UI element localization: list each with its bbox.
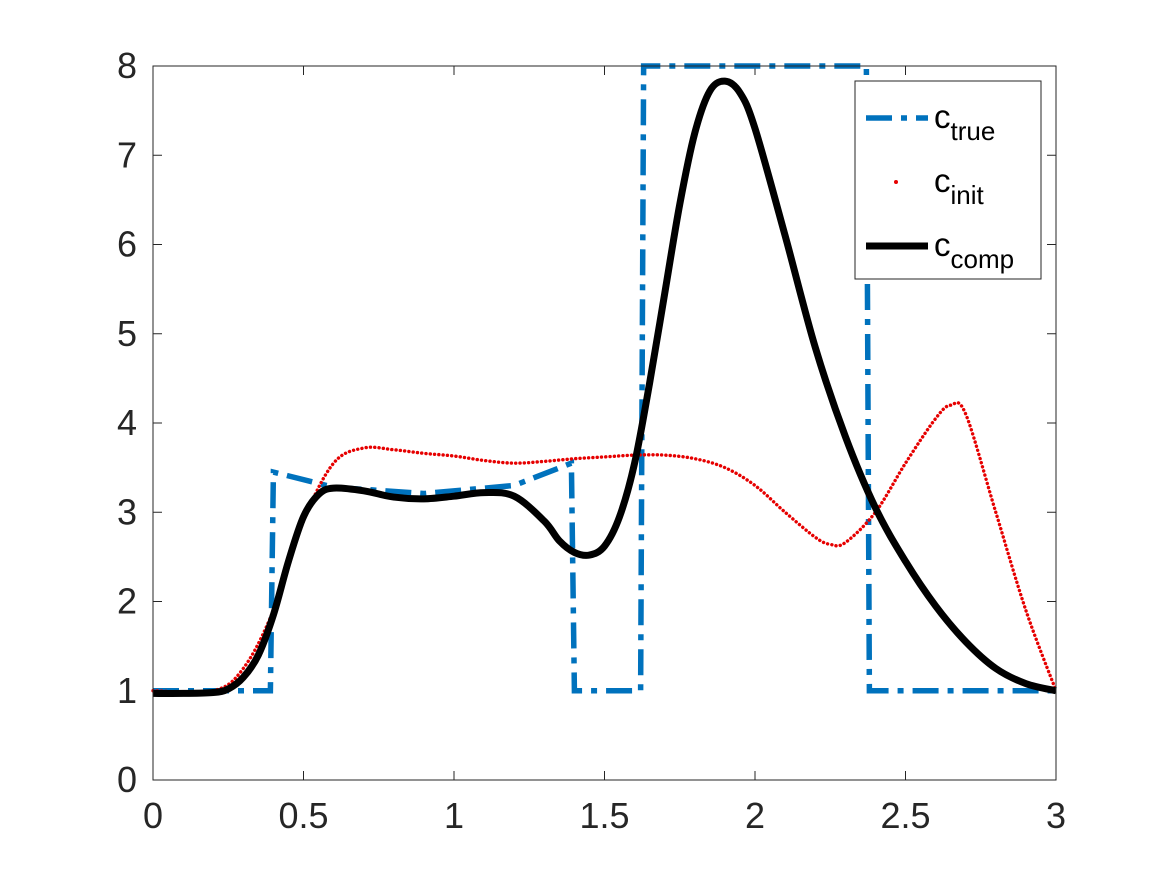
x-tick-label: 0.5 — [278, 795, 328, 836]
series-line-c-init — [151, 400, 1058, 695]
x-tick-label: 1.5 — [579, 795, 629, 836]
y-tick-label: 3 — [117, 491, 137, 532]
x-tick-label: 2.5 — [880, 795, 930, 836]
series-layer — [151, 63, 1058, 697]
y-tick-label: 1 — [117, 670, 137, 711]
y-tick-label: 4 — [117, 402, 137, 443]
x-tick-label: 0 — [143, 795, 163, 836]
y-tick-labels: 0 1 2 3 4 5 6 7 8 — [117, 45, 137, 800]
y-tick-label: 7 — [117, 134, 137, 175]
legend-label: ccomp — [934, 226, 1014, 274]
legend-label: cinit — [934, 162, 985, 210]
axes-box — [152, 65, 1057, 781]
legend-swatch — [894, 180, 898, 184]
legend-item-c-init: cinit — [894, 162, 985, 210]
y-tick-label: 2 — [117, 581, 137, 622]
x-tick-label: 2 — [745, 795, 765, 836]
legend: ctrue cinit ccomp — [854, 80, 1042, 280]
y-tick-label: 6 — [117, 224, 137, 265]
series-c-true — [153, 63, 1056, 694]
legend-item-c-comp: ccomp — [866, 226, 1014, 274]
y-tick-label: 8 — [117, 45, 137, 86]
x-tick-label: 3 — [1046, 795, 1066, 836]
legend-label: ctrue — [934, 98, 995, 146]
series-c-comp — [152, 77, 1057, 697]
series-c-init — [151, 400, 1058, 695]
series-line-c-comp — [152, 77, 1057, 697]
y-tick-label: 5 — [117, 313, 137, 354]
x-tick-labels: 0 0.5 1 1.5 2 2.5 3 — [143, 795, 1066, 836]
y-tick-label: 0 — [117, 759, 137, 800]
legend-item-c-true: ctrue — [866, 98, 995, 146]
series-line-c-true — [153, 63, 1056, 694]
x-tick-label: 1 — [444, 795, 464, 836]
